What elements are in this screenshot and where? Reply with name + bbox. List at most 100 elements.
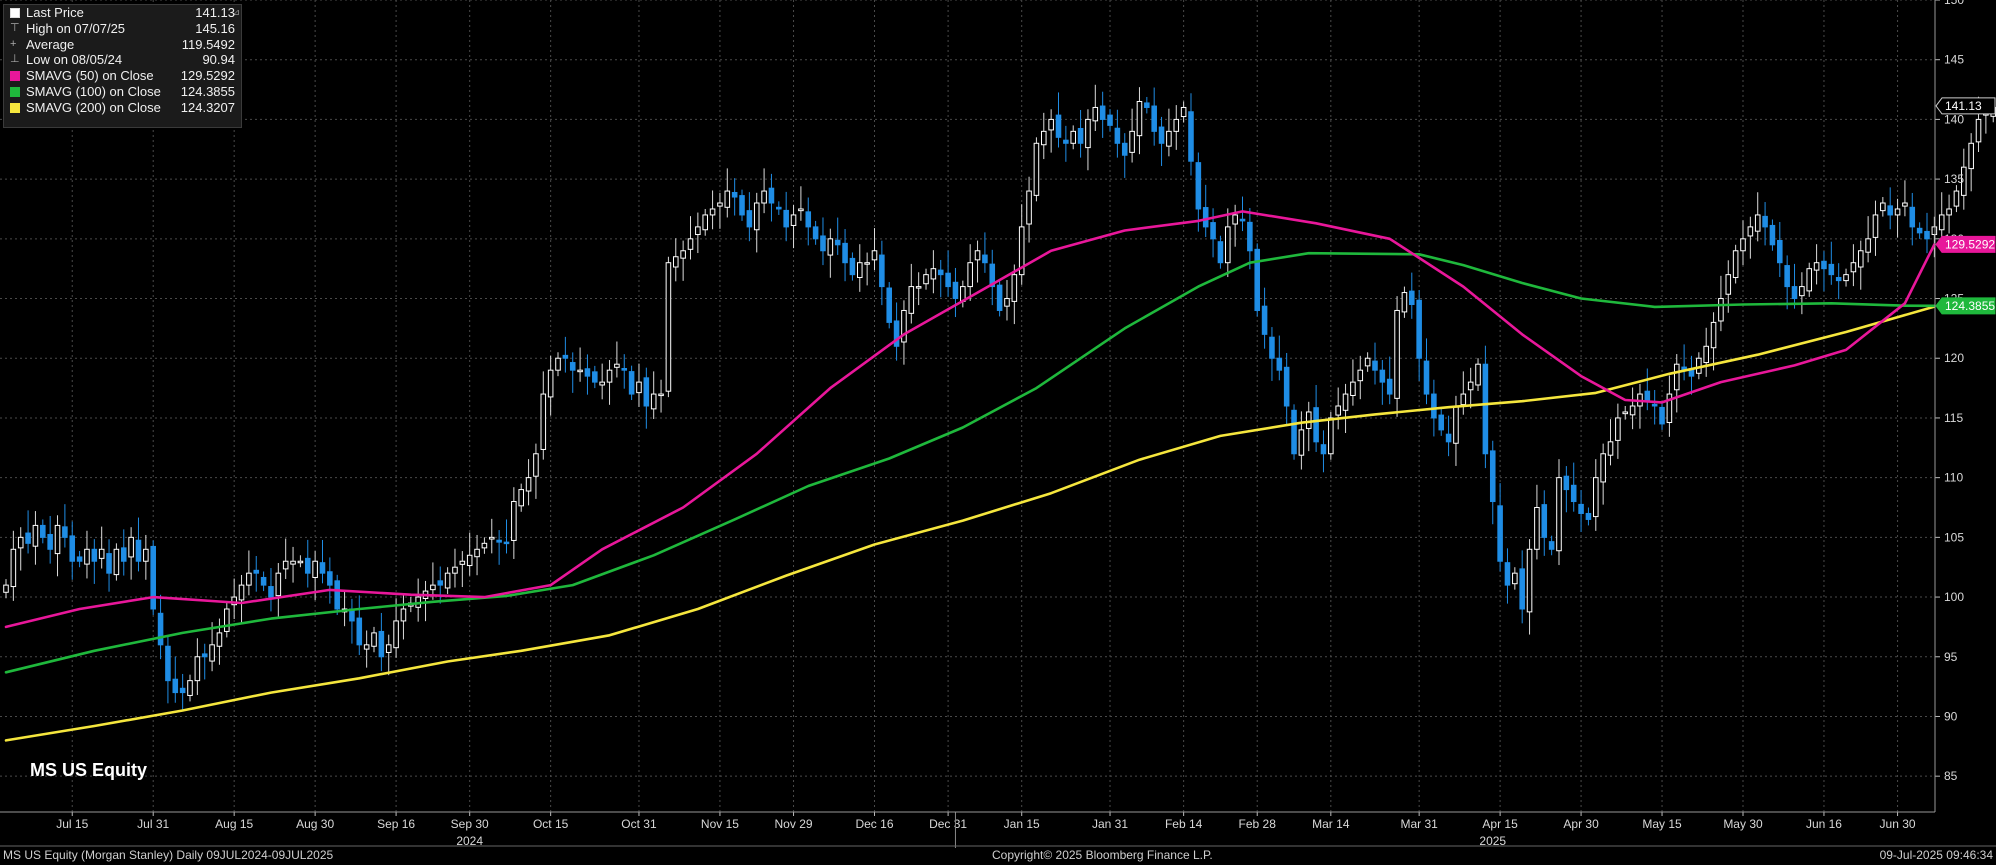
legend-marker-icon: ⊥ (10, 53, 20, 66)
candle (525, 459, 532, 506)
candle-body (856, 262, 863, 279)
candle (430, 562, 436, 600)
candle (834, 217, 841, 255)
candle (1151, 87, 1157, 146)
candle-body (849, 257, 856, 276)
candle-body (783, 209, 789, 228)
candle (385, 634, 392, 676)
candle (452, 548, 458, 588)
candle (1629, 387, 1636, 430)
candle (1578, 490, 1584, 532)
candle (1821, 251, 1827, 292)
candle (1740, 220, 1746, 266)
candle (371, 626, 377, 653)
gridlines (0, 0, 1935, 812)
candle-body (260, 576, 267, 586)
candle-body (393, 620, 399, 649)
candle (349, 598, 355, 644)
candle (1364, 352, 1371, 372)
candle (128, 527, 134, 580)
candle (503, 519, 510, 554)
candle (1593, 459, 1599, 531)
candle (275, 563, 282, 619)
candle (1401, 286, 1408, 318)
candle (893, 302, 900, 361)
resize-corner-icon[interactable]: ⊿ (232, 7, 240, 17)
candle-body (842, 242, 848, 264)
candle (1247, 208, 1253, 270)
candle (982, 232, 988, 273)
candle (135, 517, 142, 572)
candle (194, 638, 201, 695)
x-tick-label: Apr 15 (1482, 817, 1518, 831)
candle (1622, 406, 1629, 420)
candle-body (1762, 215, 1768, 228)
x-tick-label: Jan 31 (1092, 817, 1128, 831)
legend-swatch (10, 86, 20, 97)
candle-body (76, 556, 83, 562)
candle (1843, 268, 1849, 287)
candle-body (805, 211, 812, 228)
candle-body (1585, 512, 1592, 520)
legend-panel: ⊿ Last Price 141.13 ⊤ High on 07/07/25 145.1… (3, 4, 242, 128)
candle-body (1320, 444, 1327, 455)
candle (1519, 550, 1525, 624)
candle (1041, 112, 1047, 160)
candle (915, 272, 922, 306)
candle-body (1806, 268, 1813, 292)
candle-body (1261, 305, 1268, 335)
candle-body (268, 586, 274, 598)
candle-body (1298, 429, 1305, 456)
candle (1607, 419, 1614, 466)
candle-body (327, 571, 333, 586)
candle-body (246, 572, 252, 586)
candle (1718, 275, 1724, 332)
candle (798, 186, 804, 221)
candle (437, 566, 444, 604)
candle-body (908, 286, 915, 314)
candle (960, 280, 966, 308)
candle-body (1754, 214, 1761, 232)
candle-body (687, 238, 694, 250)
candle-body (1857, 250, 1864, 268)
candle (746, 192, 753, 242)
candle-body (834, 239, 841, 246)
candle-body (1828, 263, 1835, 276)
candle (1416, 290, 1422, 381)
candle-body (503, 541, 510, 545)
candle (1799, 272, 1805, 315)
candle-body (1364, 357, 1371, 367)
candle-body (879, 254, 885, 288)
candle (923, 268, 929, 290)
candle-body (1791, 286, 1798, 300)
candle (1217, 235, 1224, 269)
candle (304, 539, 311, 588)
candle (1033, 137, 1040, 202)
candle (511, 487, 517, 559)
candle (1121, 133, 1128, 178)
candle (555, 352, 561, 377)
candle (1372, 342, 1378, 385)
candle-body (1799, 286, 1805, 297)
candle (996, 279, 1003, 317)
candle-body (555, 357, 561, 371)
candle-body (1232, 214, 1238, 225)
candle (1813, 244, 1820, 285)
candle (363, 630, 370, 668)
x-tick-label: Jan 15 (1004, 817, 1040, 831)
candle-body (1202, 207, 1209, 228)
candle (518, 483, 524, 512)
candle-body (974, 250, 981, 261)
candle-body (187, 680, 193, 696)
candle-body (400, 608, 407, 622)
legend-value: 145.16 (195, 20, 235, 36)
candle (1526, 539, 1533, 635)
candle (120, 529, 127, 576)
legend-value: 124.3207 (180, 99, 235, 115)
candle-body (1342, 393, 1349, 411)
candle-body (1541, 504, 1548, 538)
candle-body (378, 630, 385, 658)
candle-body (1269, 336, 1275, 359)
candle (1342, 383, 1349, 433)
candle (1320, 430, 1327, 473)
